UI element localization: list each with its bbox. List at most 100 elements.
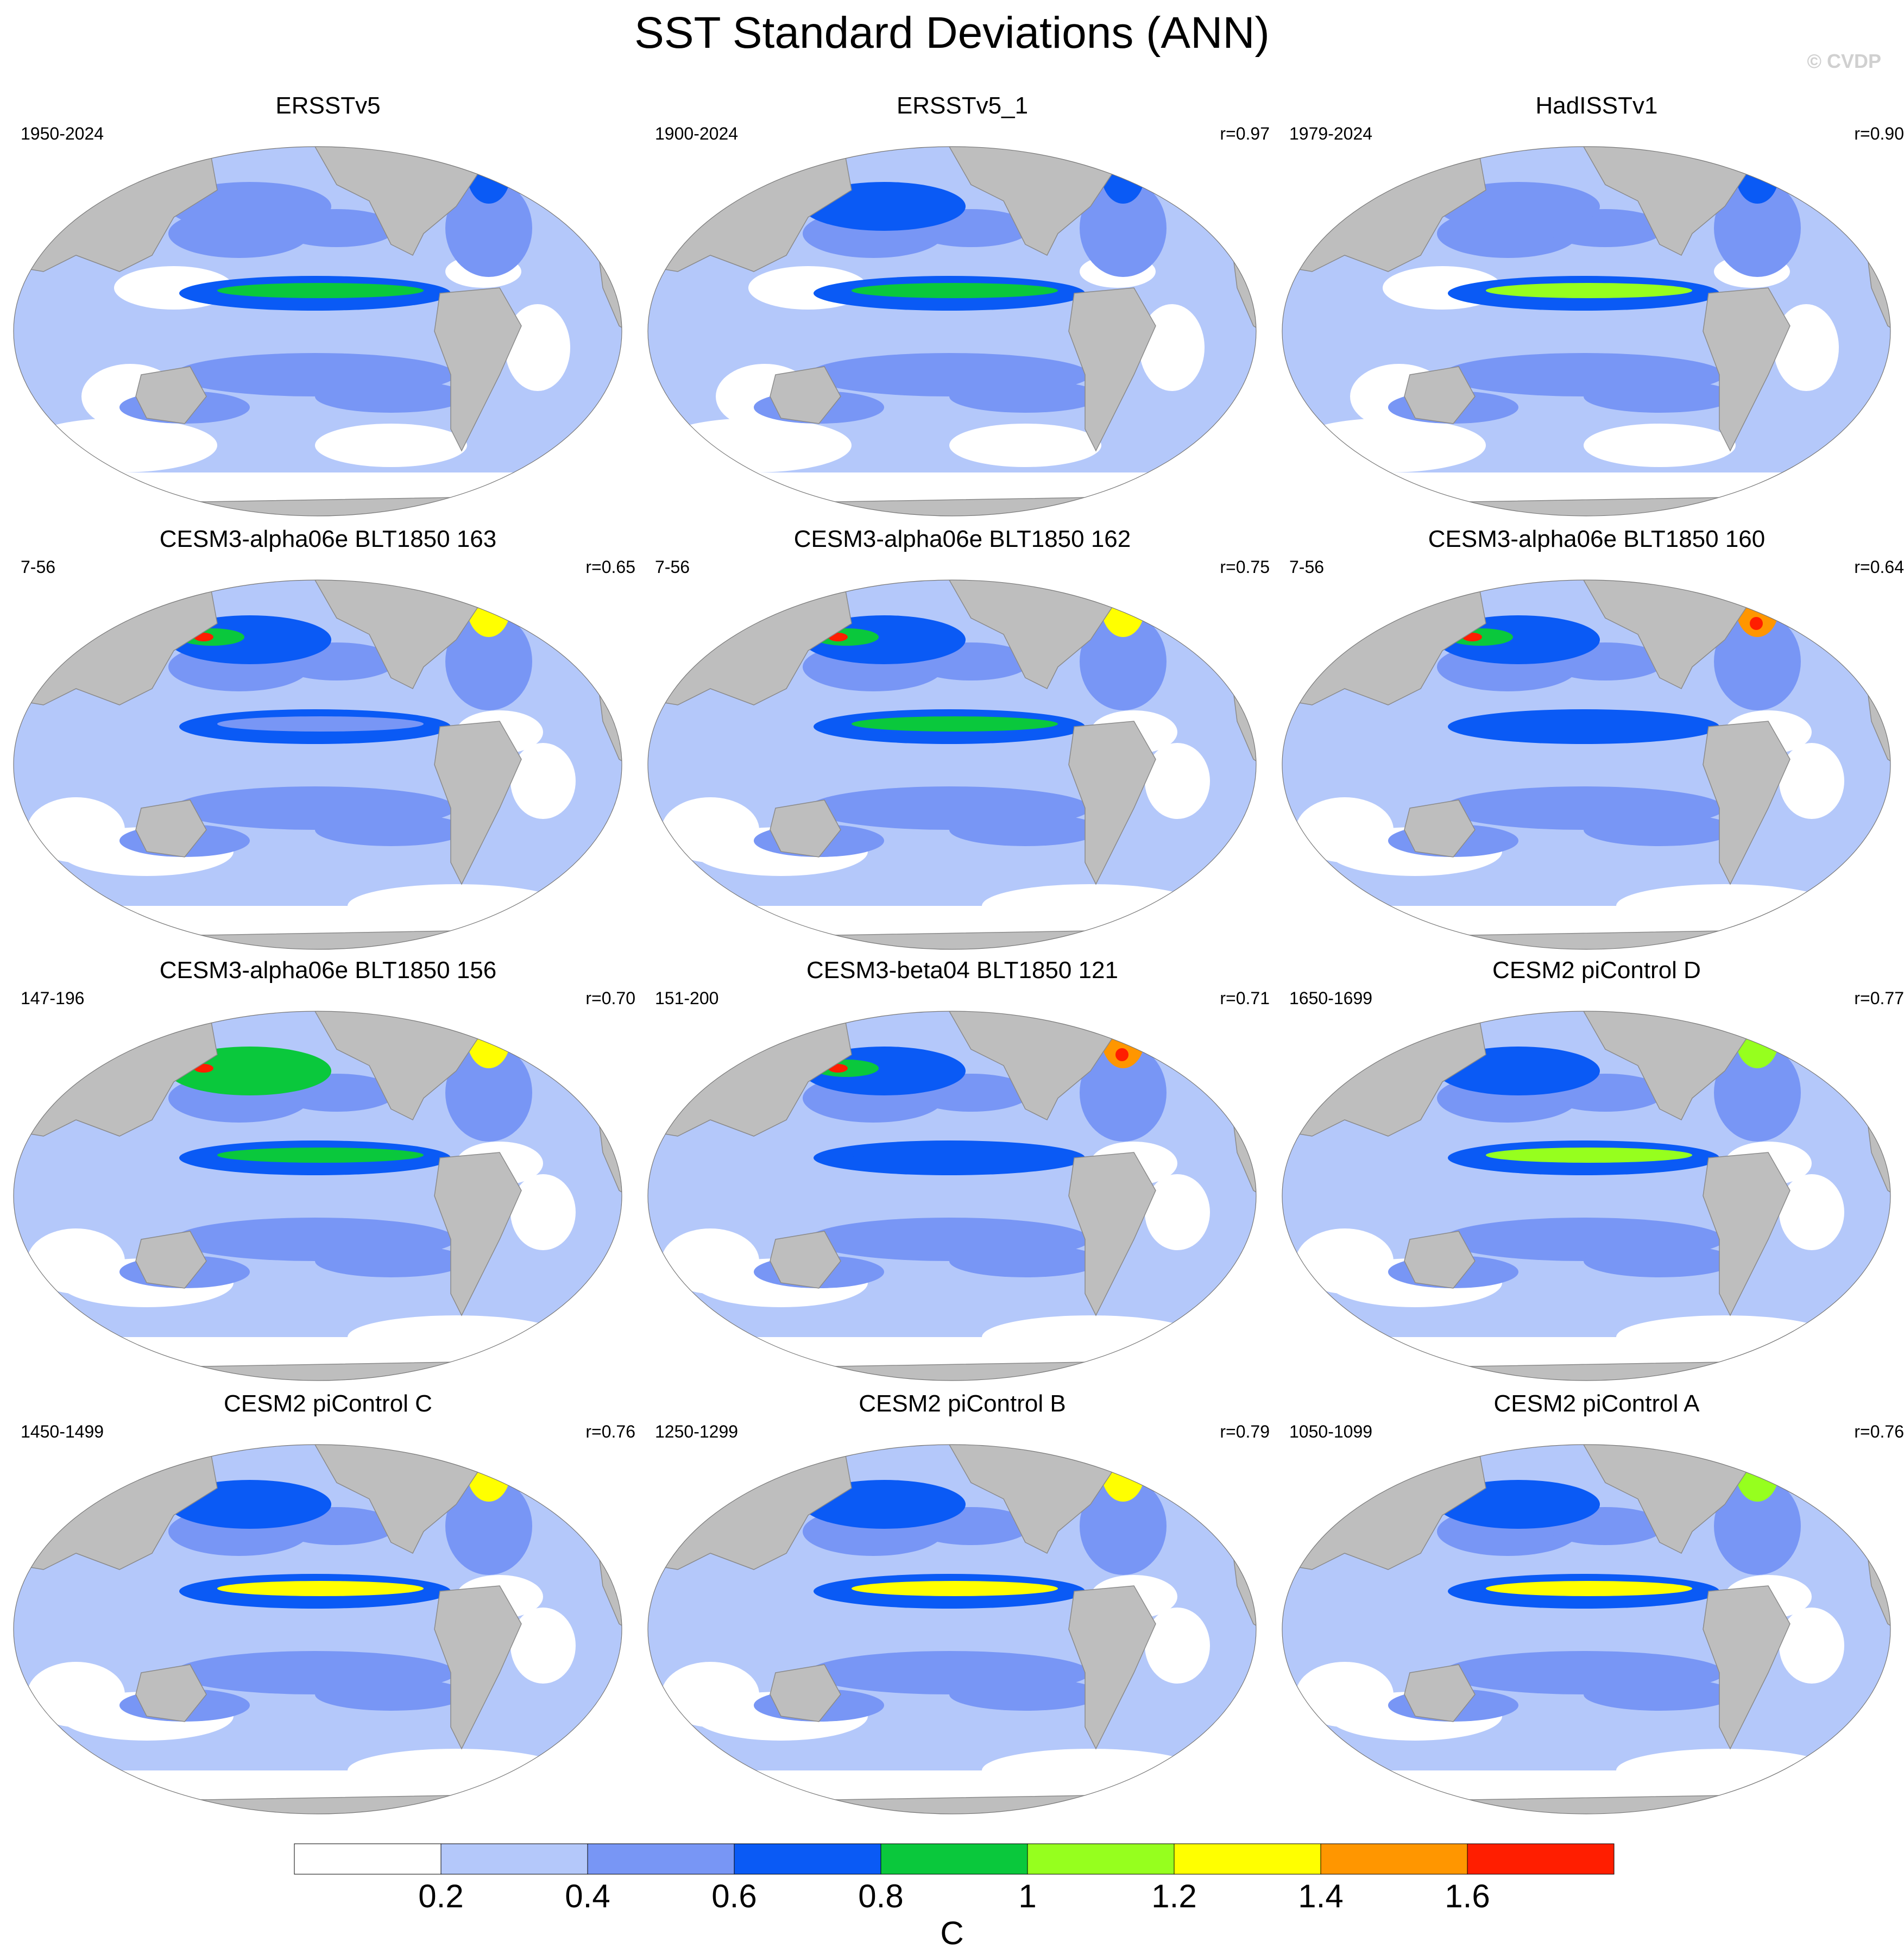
europe-landmass <box>1165 1445 1256 1521</box>
colorbar-tick-label: 0.6 <box>711 1878 757 1914</box>
europe-landmass <box>1800 580 1890 657</box>
south-america-landmass <box>1068 287 1156 452</box>
south-america-landmass <box>1703 1585 1790 1750</box>
north-atlantic-peak <box>1115 1048 1128 1061</box>
panel-title: CESM3-alpha06e BLT1850 156 <box>159 957 497 984</box>
map-outline <box>13 1444 622 1814</box>
panel-years: 147-196 <box>21 988 85 1008</box>
map-panel: CESM2 piControl A 1050-1099 r=0.76 <box>1279 1390 1904 1825</box>
low-variance-patch <box>27 797 125 862</box>
panel-title: CESM3-alpha06e BLT1850 162 <box>793 526 1131 552</box>
panel-years: 1900-2024 <box>655 124 739 143</box>
map-panel: CESM3-beta04 BLT1850 121 151-200 r=0.71 <box>645 957 1279 1391</box>
mid-variance-band <box>1584 380 1736 413</box>
panel-correlation: r=0.70 <box>585 988 635 1008</box>
low-variance-patch <box>661 797 759 862</box>
panel-correlation: r=0.75 <box>1220 557 1270 577</box>
sst-map <box>647 146 1257 516</box>
europe-landmass <box>531 147 622 223</box>
sst-map <box>13 146 622 516</box>
low-variance-patch <box>315 424 467 467</box>
sst-map <box>647 579 1257 950</box>
map-panel: HadISSTv1 1979-2024 r=0.90 <box>1279 92 1904 527</box>
mid-variance-band <box>1080 613 1167 710</box>
europe-landmass <box>1800 147 1890 223</box>
australia-landmass <box>770 799 841 858</box>
australia-landmass <box>770 1664 841 1722</box>
panel-correlation: r=0.65 <box>585 557 635 577</box>
sst-map <box>1282 146 1891 516</box>
mid-variance-band <box>949 814 1101 846</box>
low-variance-patch <box>1779 1174 1844 1250</box>
panel-correlation: r=0.71 <box>1220 988 1270 1008</box>
low-variance-patch <box>510 743 576 819</box>
mid-variance-band <box>1584 814 1736 846</box>
mid-variance-band <box>949 1678 1101 1711</box>
greenland-landmass <box>1111 1445 1156 1453</box>
panel-title: CESM2 piControl D <box>1492 957 1701 984</box>
europe-landmass <box>1800 1445 1890 1521</box>
sst-map <box>647 1011 1257 1381</box>
map-panel: CESM2 piControl C 1450-1499 r=0.76 <box>11 1390 645 1825</box>
australia-landmass <box>135 1231 207 1289</box>
mid-variance-band <box>445 613 532 710</box>
south-america-landmass <box>1703 1152 1790 1316</box>
colorbar-swatch <box>294 1843 442 1875</box>
greenland-landmass <box>477 580 522 589</box>
australia-landmass <box>1404 1231 1476 1289</box>
low-variance-patch <box>22 418 217 472</box>
mid-variance-band <box>1080 179 1167 277</box>
greenland-landmass <box>1745 1445 1790 1453</box>
south-america-landmass <box>1068 1585 1156 1750</box>
south-america-landmass <box>1703 721 1790 885</box>
mid-variance-band <box>1584 1678 1736 1711</box>
mid-variance-band <box>1080 1044 1167 1142</box>
low-variance-patch <box>1584 424 1736 467</box>
europe-landmass <box>1165 147 1256 223</box>
panel-correlation: r=0.76 <box>585 1422 635 1441</box>
low-variance-patch <box>1296 1662 1394 1727</box>
colorbar-swatch <box>1027 1843 1175 1875</box>
enso-peak <box>884 1585 1025 1592</box>
colorbar-tick-label: 0.2 <box>418 1878 464 1914</box>
greenland-landmass <box>1111 1011 1156 1020</box>
greenland-landmass <box>477 1011 522 1020</box>
panel-title: CESM2 piControl A <box>1493 1390 1700 1417</box>
enso-core <box>852 283 1058 298</box>
mid-variance-band <box>1714 179 1801 277</box>
europe-landmass <box>1800 1011 1890 1088</box>
panel-years: 7-56 <box>21 557 56 577</box>
panel-years: 1650-1699 <box>1289 988 1373 1008</box>
europe-landmass <box>1165 580 1256 657</box>
panel-years: 7-56 <box>1289 557 1325 577</box>
mid-variance-band <box>315 1245 467 1277</box>
panel-title: CESM2 piControl C <box>224 1390 432 1417</box>
mid-variance-band <box>315 1678 467 1711</box>
panel-title: HadISSTv1 <box>1535 92 1658 119</box>
panel-years: 7-56 <box>655 557 690 577</box>
low-variance-patch <box>510 1608 576 1684</box>
low-variance-patch <box>661 1228 759 1294</box>
panel-correlation: r=0.79 <box>1220 1422 1270 1441</box>
sst-map <box>1282 579 1891 950</box>
map-outline <box>13 1011 622 1381</box>
enso-core <box>217 716 424 732</box>
sst-map <box>13 1444 622 1814</box>
panel-correlation: r=0.90 <box>1854 124 1904 143</box>
low-variance-patch <box>1779 743 1844 819</box>
panel-correlation: r=0.97 <box>1220 124 1270 143</box>
enso-core <box>217 283 424 298</box>
south-america-landmass <box>434 1585 522 1750</box>
sst-map <box>13 579 622 950</box>
enso-core <box>1486 283 1692 298</box>
australia-landmass <box>1404 799 1476 858</box>
map-outline <box>1282 1444 1891 1814</box>
south-america-landmass <box>434 287 522 452</box>
copyright-label: © CVDP <box>1807 50 1881 72</box>
mid-variance-band <box>445 1477 532 1575</box>
australia-landmass <box>770 366 841 424</box>
europe-landmass <box>1165 1011 1256 1088</box>
map-panel: CESM3-alpha06e BLT1850 160 7-56 r=0.64 <box>1279 526 1904 960</box>
mid-variance-band <box>445 179 532 277</box>
mid-variance-band <box>1080 1477 1167 1575</box>
